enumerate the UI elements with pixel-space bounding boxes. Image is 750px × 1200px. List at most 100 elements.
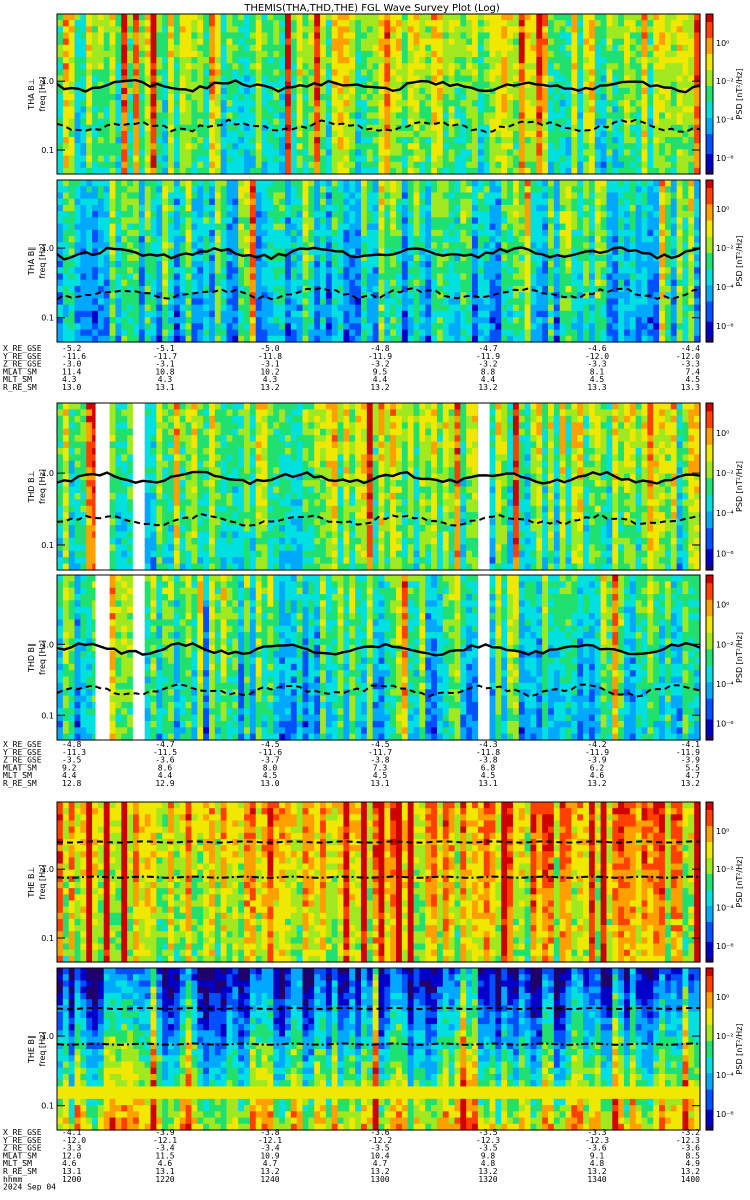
panel-0: 1.0 0.1 THA B⊥ freq [Hz] 10⁰ 10⁻² 10⁻⁴ 10⁻⁶ PSD … [27,13,744,175]
ephemeris-row-label: MLAT_SM [3,763,37,772]
ephemeris-value: 13.2 [587,779,606,788]
ephemeris-value: -11.7 [153,352,177,361]
ephemeris-value: 13.2 [681,1167,700,1176]
ephemeris-row-label: R_RE_SM [3,383,37,392]
ephemeris-value: 4.5 [481,771,496,780]
ephemeris-value: -3.3 [587,360,606,369]
ephemeris-value: 4.7 [263,1159,278,1168]
y-axis-label: THA B⊥ [27,78,36,110]
ephemeris-value: 1320 [478,1175,497,1184]
colorbar-tick-label: 10⁻⁶ [716,549,734,558]
ephemeris-row-label: MLT_SM [3,375,32,384]
ephemeris-row-label: R_RE_SM [3,1167,37,1176]
y-axis-unit: freq [Hz] [38,469,47,504]
y-axis-label: THD B∥ [27,643,36,673]
ephemeris-value: -12.2 [368,1136,392,1145]
panel-frame [56,967,701,1131]
ephemeris-value: -4.7 [155,740,174,749]
ephemeris-row-label: Y_RE_GSE [3,748,42,757]
ephemeris-row-label: MLAT_SM [3,1151,37,1160]
colorbar-label: PSD [nT²/Hz] [735,632,744,683]
overlay-curve-dashed [56,512,701,527]
overlay-curve-dashed [56,118,701,133]
ephemeris-value: -3.9 [155,1128,174,1137]
colorbar-tick-label: 10⁻⁶ [716,1110,734,1119]
ephemeris-value: -3.2 [478,360,497,369]
ephemeris-value: -3.9 [681,756,700,765]
colorbar-tick-label: 10⁻⁴ [716,509,734,518]
overlay-curve-solid [56,470,701,486]
ephemeris-value: 1220 [155,1175,174,1184]
ephemeris-value: 13.2 [478,383,497,392]
ephemeris-value: 13.1 [370,779,389,788]
ephemeris-value: 4.5 [373,771,388,780]
colorbar-tick-label: 10⁻⁴ [716,116,734,125]
ephemeris-value: 7.4 [686,367,701,376]
ephemeris-value: 8.6 [158,763,173,772]
ephemeris-value: 9.8 [481,1151,496,1160]
ephemeris-value: -4.8 [370,344,389,353]
ephemeris-value: -12.1 [153,1136,177,1145]
ephemeris-value: -3.4 [155,1144,174,1153]
ephemeris-value: 4.6 [590,771,605,780]
ephemeris-value: 9.1 [590,1151,605,1160]
ephemeris-block-2: X_RE_GSEY_RE_GSEZ_RE_GSEMLAT_SMMLT_SMR_R… [3,1128,700,1192]
ephemeris-row-label: R_RE_SM [3,779,37,788]
ephemeris-value: 4.6 [62,1159,77,1168]
ephemeris-value: 4.8 [481,1159,496,1168]
spectrogram-cells [57,403,701,571]
panel-2: 1.0 0.1 THD B⊥ freq [Hz] 10⁰ 10⁻² 10⁻⁴ 10⁻⁶ PSD … [27,402,744,571]
spectrogram-cells [57,802,701,963]
colorbar-tick-label: 10⁻⁶ [716,322,734,331]
colorbar-tick-label: 10⁻⁴ [716,680,734,689]
ephemeris-value: 8.5 [686,1151,701,1160]
y-axis-label: THD B⊥ [27,470,36,503]
ephemeris-value: -12.3 [676,1136,700,1145]
ephemeris-value: 4.4 [158,771,173,780]
ephemeris-value: 12.9 [155,779,174,788]
colorbar-label: PSD [nT²/Hz] [735,461,744,512]
ephemeris-value: -11.5 [153,748,177,757]
colorbar-tick-label: 10⁰ [716,429,729,438]
ephemeris-value: 4.6 [158,1159,173,1168]
ephemeris-value: -3.8 [478,756,497,765]
ephemeris-value: 13.0 [62,383,81,392]
colorbar-tick-label: 10⁰ [716,39,729,48]
ephemeris-value: 8.1 [590,367,605,376]
ephemeris-value: -3.3 [62,1144,81,1153]
colorbar-label: PSD [nT²/Hz] [735,69,744,120]
ephemeris-value: 4.3 [263,375,278,384]
colorbar-tick-label: 10⁻² [716,469,734,478]
y-tick-label: 0.1 [41,934,54,943]
colorbar-label: PSD [nT²/Hz] [735,857,744,908]
spectrogram-cells [57,968,701,1131]
ephemeris-value: 4.4 [481,375,496,384]
y-axis-label: THE B∥ [27,1035,36,1064]
ephemeris-value: -3.4 [260,1144,279,1153]
colorbar: 10⁰ 10⁻² 10⁻⁴ 10⁻⁶ PSD [nT²/Hz] [705,13,744,175]
colorbar-tick-label: 10⁰ [716,205,729,214]
ephemeris-value: -4.3 [478,740,497,749]
panel-frame [56,13,701,175]
data-gap [132,403,142,570]
ephemeris-value: 13.2 [681,779,700,788]
ephemeris-value: 13.1 [478,779,497,788]
colorbar-tick-label: 10⁻⁴ [716,904,734,913]
ephemeris-value: -4.1 [681,740,700,749]
ephemeris-value: -5.0 [260,344,279,353]
overlay-curve-dashed [56,286,701,301]
overlay-curve-solid [56,78,701,94]
colorbar-tick-label: 10⁻⁴ [716,283,734,292]
ephemeris-row-label: Z_RE_GSE [3,360,42,369]
spectrogram-cells [57,575,701,741]
ephemeris-value: -12.3 [585,1136,609,1145]
ephemeris-value: 4.5 [686,375,701,384]
colorbar-tick-label: 10⁰ [716,601,729,610]
colorbar: 10⁰ 10⁻² 10⁻⁴ 10⁻⁶ PSD [nT²/Hz] [705,801,744,963]
ephemeris-value: -11.6 [62,352,86,361]
colorbar-tick-label: 10⁻⁶ [716,720,734,729]
ephemeris-value: 4.5 [263,771,278,780]
ephemeris-value: -11.9 [368,352,392,361]
overlay-curve-dashed [56,683,701,698]
